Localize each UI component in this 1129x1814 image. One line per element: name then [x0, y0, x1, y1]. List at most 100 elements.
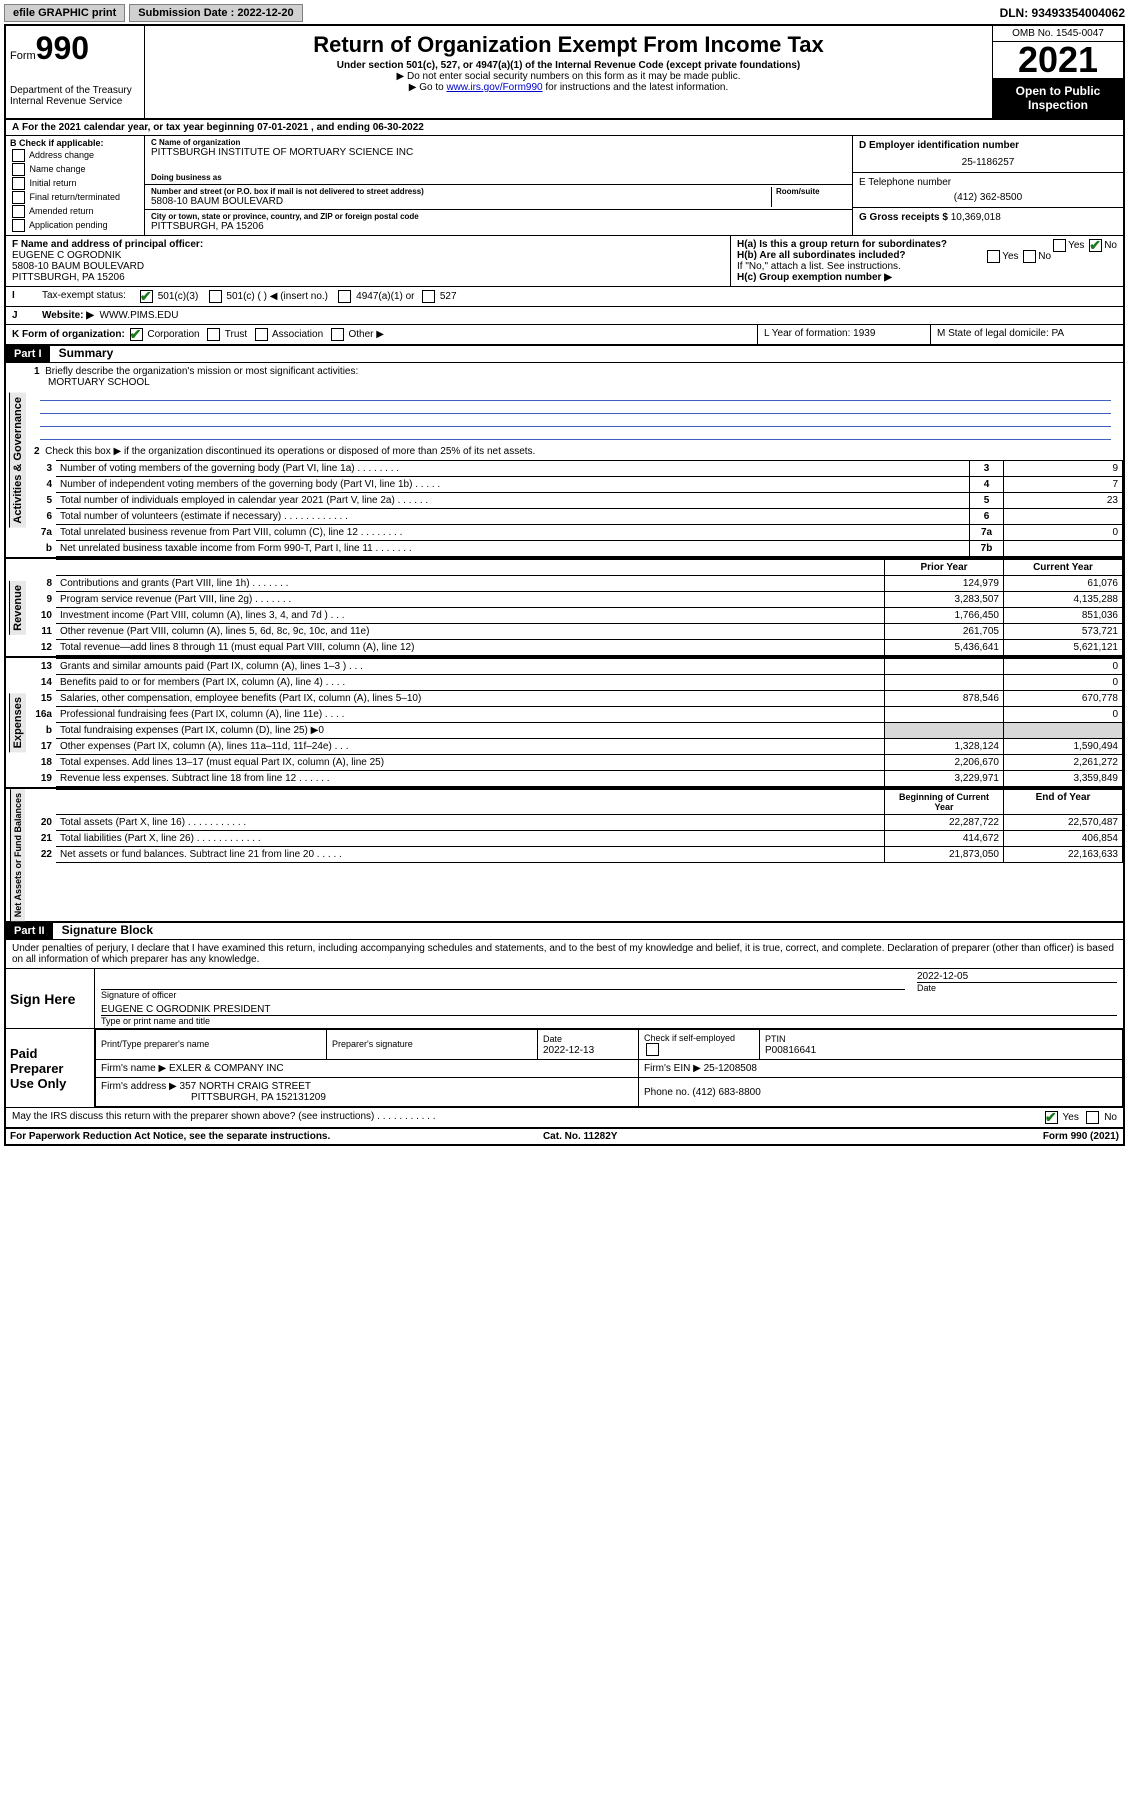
- vlabel-rev: Revenue: [9, 581, 26, 635]
- form-prefix: Form: [10, 50, 36, 62]
- firm-name: EXLER & COMPANY INC: [169, 1063, 284, 1074]
- chk-amended[interactable]: Amended return: [10, 205, 140, 218]
- ey-header: End of Year: [1004, 790, 1123, 815]
- chk-501c3[interactable]: [140, 290, 153, 303]
- vlabel-gov: Activities & Governance: [9, 393, 26, 528]
- officer-addr1: 5808-10 BAUM BOULEVARD: [12, 261, 144, 272]
- form-title: Return of Organization Exempt From Incom…: [153, 32, 984, 58]
- net-header-row: Beginning of Current YearEnd of Year: [28, 790, 1123, 815]
- chk-4947[interactable]: [338, 290, 351, 303]
- k-label: K Form of organization:: [12, 329, 125, 340]
- org-address: 5808-10 BAUM BOULEVARD: [151, 196, 771, 207]
- chk-self-employed[interactable]: [646, 1043, 659, 1056]
- sign-here-label: Sign Here: [6, 969, 94, 1028]
- hb-no-box[interactable]: [1023, 250, 1036, 263]
- part2-title: Signature Block: [56, 921, 159, 939]
- col-h: H(a) Is this a group return for subordin…: [731, 236, 1123, 286]
- ha-yes-box[interactable]: [1053, 239, 1066, 252]
- paid-preparer-label: Paid Preparer Use Only: [6, 1029, 94, 1107]
- chk-application-pending[interactable]: Application pending: [10, 219, 140, 232]
- part1-title: Summary: [53, 344, 120, 362]
- chk-discuss-yes[interactable]: [1045, 1111, 1058, 1124]
- line-j: J Website: ▶ WWW.PIMS.EDU: [6, 307, 1123, 325]
- efile-print-button[interactable]: efile GRAPHIC print: [4, 4, 125, 22]
- note2-prefix: ▶ Go to: [409, 82, 447, 93]
- chk-final-return[interactable]: Final return/terminated: [10, 191, 140, 204]
- firm-ein: 25-1208508: [704, 1063, 757, 1074]
- footer-row: For Paperwork Reduction Act Notice, see …: [6, 1129, 1123, 1144]
- expenses-table: 13Grants and similar amounts paid (Part …: [28, 658, 1123, 787]
- line-9: 9Program service revenue (Part VIII, lin…: [28, 592, 1123, 608]
- col-c: C Name of organization PITTSBURGH INSTIT…: [145, 136, 853, 235]
- ha-no-box[interactable]: [1089, 239, 1102, 252]
- line-21: 21Total liabilities (Part X, line 26) . …: [28, 831, 1123, 847]
- chk-trust[interactable]: [207, 328, 220, 341]
- line-a-text: For the 2021 calendar year, or tax year …: [22, 122, 424, 133]
- line-19: 19Revenue less expenses. Subtract line 1…: [28, 771, 1123, 787]
- tax-status-label: Tax-exempt status:: [36, 287, 132, 306]
- line-4: 4Number of independent voting members of…: [28, 477, 1123, 493]
- line-12: 12Total revenue—add lines 8 through 11 (…: [28, 640, 1123, 656]
- section-bcdefg: B Check if applicable: Address change Na…: [6, 136, 1123, 236]
- website-value: WWW.PIMS.EDU: [100, 310, 179, 321]
- hc-label: H(c) Group exemption number ▶: [737, 272, 892, 283]
- ein-label: D Employer identification number: [859, 140, 1019, 151]
- addr-row: Number and street (or P.O. box if mail i…: [145, 185, 852, 210]
- header-center: Return of Organization Exempt From Incom…: [145, 26, 992, 118]
- officer-addr2: PITTSBURGH, PA 15206: [12, 272, 125, 283]
- form-note2: ▶ Go to www.irs.gov/Form990 for instruct…: [153, 82, 984, 93]
- line-5: 5Total number of individuals employed in…: [28, 493, 1123, 509]
- line-15: 15Salaries, other compensation, employee…: [28, 691, 1123, 707]
- firm-addr2: PITTSBURGH, PA 152131209: [191, 1092, 326, 1103]
- chk-initial-return[interactable]: Initial return: [10, 177, 140, 190]
- chk-discuss-no[interactable]: [1086, 1111, 1099, 1124]
- irs-discuss-row: May the IRS discuss this return with the…: [6, 1108, 1123, 1129]
- line-20: 20Total assets (Part X, line 16) . . . .…: [28, 815, 1123, 831]
- gross-label: G Gross receipts $: [859, 212, 948, 223]
- chk-501c[interactable]: [209, 290, 222, 303]
- phone-value: (412) 362-8500: [859, 192, 1117, 203]
- city-label: City or town, state or province, country…: [151, 212, 846, 221]
- line-a: A For the 2021 calendar year, or tax yea…: [6, 120, 1123, 136]
- chk-address-change[interactable]: Address change: [10, 149, 140, 162]
- prep-date: 2022-12-13: [543, 1045, 594, 1056]
- line-14: 14Benefits paid to or for members (Part …: [28, 675, 1123, 691]
- dept-label: Department of the Treasury: [10, 85, 140, 96]
- chk-527[interactable]: [422, 290, 435, 303]
- col-f: F Name and address of principal officer:…: [6, 236, 731, 286]
- sig-name: EUGENE C OGRODNIK PRESIDENT: [101, 1004, 1117, 1015]
- col-b: B Check if applicable: Address change Na…: [6, 136, 145, 235]
- irs-link[interactable]: www.irs.gov/Form990: [446, 82, 542, 93]
- declaration-text: Under penalties of perjury, I declare th…: [6, 940, 1123, 969]
- chk-corp[interactable]: [130, 328, 143, 341]
- line-6: 6Total number of volunteers (estimate if…: [28, 509, 1123, 525]
- form-number-big: 990: [36, 30, 89, 66]
- website-label: Website: ▶: [42, 310, 94, 321]
- phone-label: E Telephone number: [859, 177, 951, 188]
- phone-row: E Telephone number (412) 362-8500: [853, 173, 1123, 208]
- header-left: Form990 Department of the Treasury Inter…: [6, 26, 145, 118]
- col-de: D Employer identification number 25-1186…: [853, 136, 1123, 235]
- line-18: 18Total expenses. Add lines 13–17 (must …: [28, 755, 1123, 771]
- line-11: 11Other revenue (Part VIII, column (A), …: [28, 624, 1123, 640]
- rev-header-row: Prior YearCurrent Year: [28, 560, 1123, 576]
- sig-officer-label: Signature of officer: [101, 989, 905, 1000]
- line-klm: K Form of organization: Corporation Trus…: [6, 325, 1123, 346]
- chk-other[interactable]: [331, 328, 344, 341]
- by-header: Beginning of Current Year: [885, 790, 1004, 815]
- open-public-badge: Open to Public Inspection: [993, 78, 1123, 118]
- room-label: Room/suite: [776, 187, 846, 196]
- org-name: PITTSBURGH INSTITUTE OF MORTUARY SCIENCE…: [151, 147, 846, 158]
- fh-block: F Name and address of principal officer:…: [6, 236, 1123, 287]
- firm-phone: (412) 683-8800: [692, 1087, 760, 1098]
- line-16a: 16aProfessional fundraising fees (Part I…: [28, 707, 1123, 723]
- hb-yes-box[interactable]: [987, 250, 1000, 263]
- firm-addr1: 357 NORTH CRAIG STREET: [180, 1081, 312, 1092]
- paperwork-notice: For Paperwork Reduction Act Notice, see …: [10, 1131, 330, 1142]
- revenue-table: Prior YearCurrent Year 8Contributions an…: [28, 559, 1123, 656]
- chk-name-change[interactable]: Name change: [10, 163, 140, 176]
- chk-assoc[interactable]: [255, 328, 268, 341]
- q1-answer: MORTUARY SCHOOL: [48, 377, 150, 388]
- ein-value: 25-1186257: [859, 157, 1117, 168]
- prep-date-label: Date: [543, 1034, 562, 1044]
